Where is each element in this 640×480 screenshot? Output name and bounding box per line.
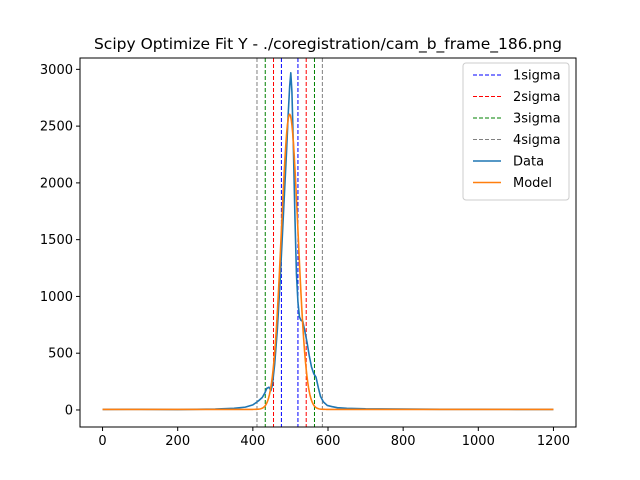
legend-label-3sigma: 3sigma [513, 112, 561, 127]
legend-label-4sigma: 4sigma [513, 133, 561, 148]
x-tick-label: 200 [165, 434, 190, 449]
plot-area [102, 58, 554, 427]
y-tick-label: 0 [65, 403, 73, 418]
y-tick-label: 3000 [40, 63, 73, 78]
axes: 0 200 400 600 800 1000 1200 0 500 1000 1500 2000 250… [40, 57, 577, 449]
legend-label-model: Model [513, 176, 552, 191]
legend-label-data: Data [513, 155, 544, 170]
legend: 1sigma 2sigma 3sigma 4sigma Data Model [462, 62, 570, 201]
x-tick-label: 800 [391, 434, 416, 449]
y-tick-label: 1000 [40, 290, 73, 305]
x-tick-label: 1200 [537, 434, 570, 449]
y-tick-label: 500 [48, 347, 73, 362]
legend-box [462, 62, 570, 201]
legend-label-1sigma: 1sigma [513, 69, 561, 84]
x-tick-label: 0 [98, 434, 106, 449]
x-tick-label: 1000 [462, 434, 495, 449]
y-tick-label: 1500 [40, 233, 73, 248]
legend-label-2sigma: 2sigma [513, 90, 561, 105]
y-tick-label: 2500 [40, 120, 73, 135]
x-tick-label: 600 [316, 434, 341, 449]
series-data-line [102, 71, 554, 411]
series-model-line [102, 113, 554, 411]
x-tick-label: 400 [240, 434, 265, 449]
chart-title: Scipy Optimize Fit Y - ./coregistration/… [94, 35, 562, 54]
y-tick-label: 2000 [40, 176, 73, 191]
